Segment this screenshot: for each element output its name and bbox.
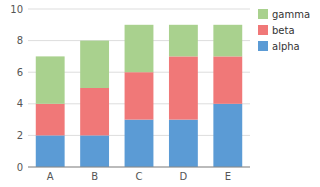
bar-segment xyxy=(125,120,154,167)
chart: 0 2 4 6 8 10 A B C D Egamma beta alpha xyxy=(0,0,320,187)
bar-segment xyxy=(213,56,242,103)
bar-segment xyxy=(36,56,65,103)
bar-segment xyxy=(36,135,65,167)
bar-segment xyxy=(213,104,242,167)
y-tick-label: 2 xyxy=(17,130,23,141)
bar-segment xyxy=(169,56,198,119)
grid-line xyxy=(28,167,250,168)
y-tick-label: 6 xyxy=(17,67,23,78)
bar-segment xyxy=(213,25,242,57)
bar-segment xyxy=(36,104,65,136)
bar-segment xyxy=(80,41,109,88)
y-tick-label: 8 xyxy=(17,35,23,46)
bar-segment xyxy=(169,120,198,167)
x-tick-label: E xyxy=(225,171,231,182)
bar-segment xyxy=(80,135,109,167)
legend-swatch xyxy=(258,9,268,19)
x-tick-label: D xyxy=(180,171,188,182)
bars xyxy=(36,25,242,167)
legend-label: gamma xyxy=(272,9,310,20)
bar-segment xyxy=(125,72,154,119)
bar-segment xyxy=(169,25,198,57)
legend-swatch xyxy=(258,41,268,51)
x-tick-label: C xyxy=(136,171,143,182)
legend-label: alpha xyxy=(272,41,300,52)
x-tick-label: A xyxy=(47,171,54,182)
x-tick-label: B xyxy=(91,171,98,182)
grid xyxy=(28,9,250,167)
bar-segment xyxy=(80,88,109,135)
y-tick-label: 0 xyxy=(17,162,23,173)
grid-line xyxy=(28,9,250,10)
x-axis-line xyxy=(28,167,250,168)
bar-segment xyxy=(125,25,154,72)
legend: gamma beta alpha xyxy=(258,9,310,52)
legend-swatch xyxy=(258,25,268,35)
y-tick-label: 4 xyxy=(17,98,23,109)
y-tick-label: 10 xyxy=(10,4,23,15)
legend-label: beta xyxy=(272,25,295,36)
